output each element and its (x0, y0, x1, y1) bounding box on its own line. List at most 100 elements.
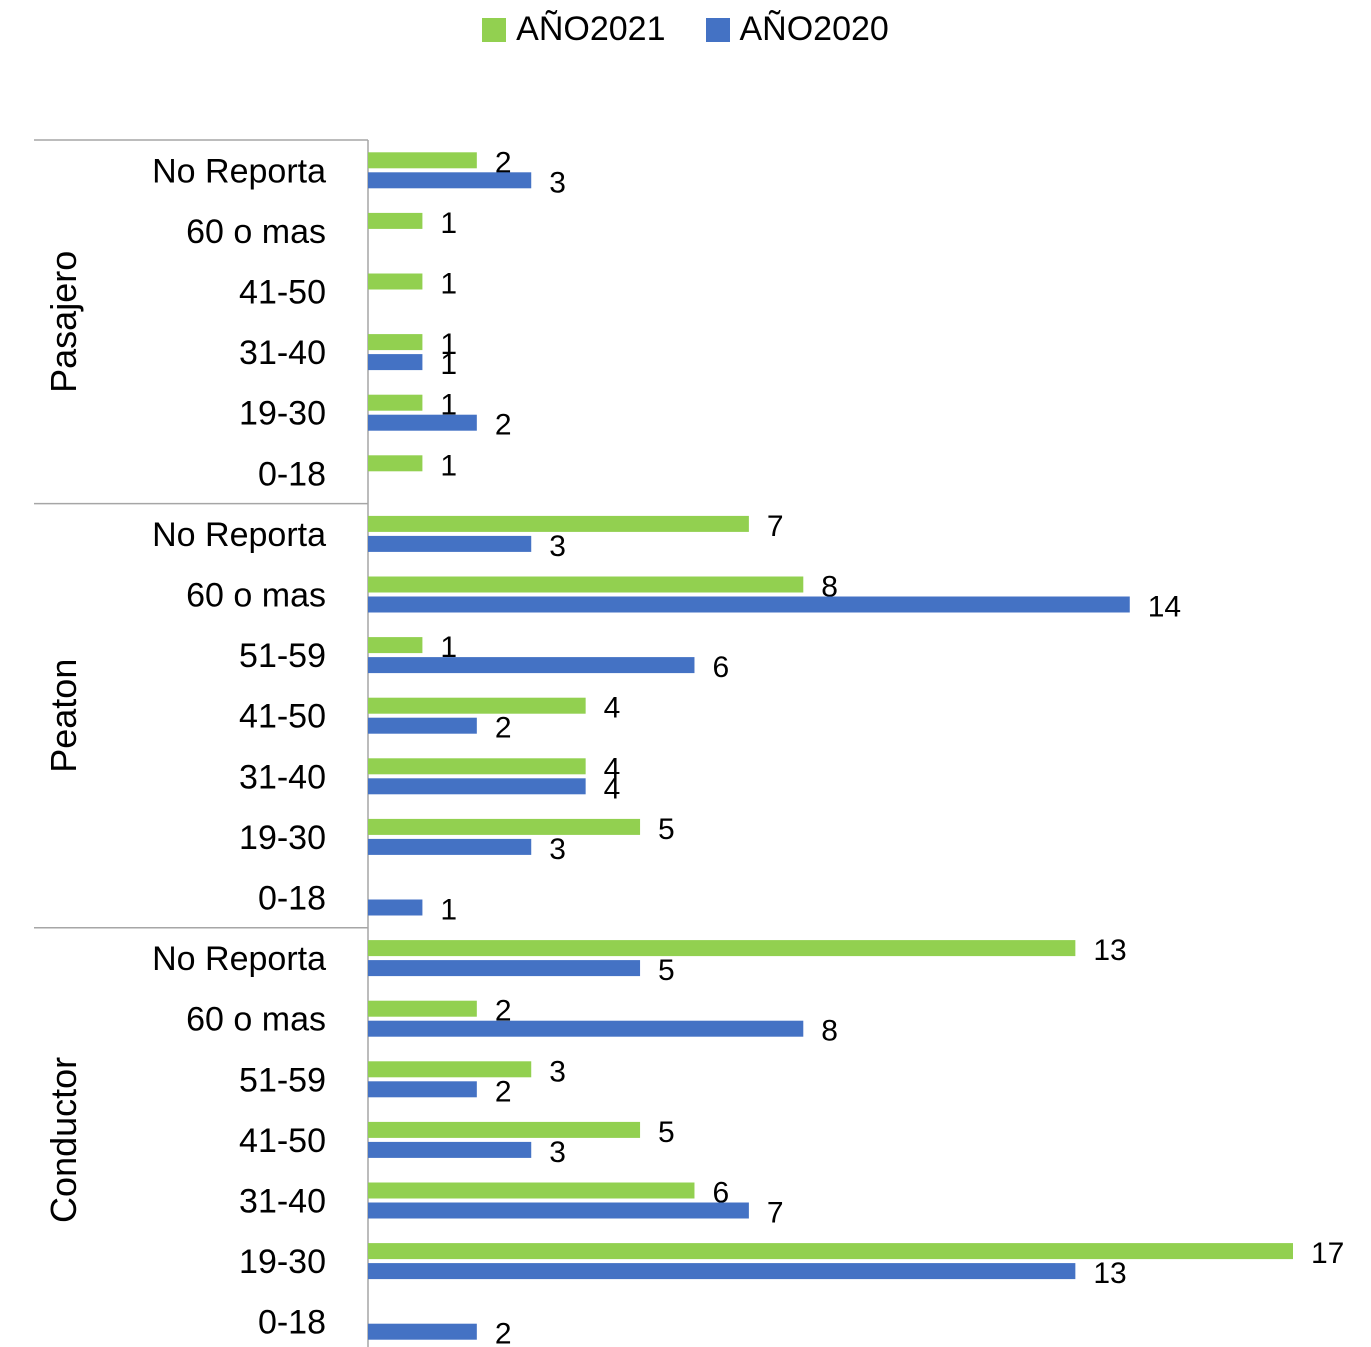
data-label-2020: 3 (549, 166, 566, 199)
category-label: 60 o mas (186, 1001, 326, 1039)
bar-2021 (368, 940, 1076, 957)
data-label-2021: 7 (767, 510, 784, 543)
data-label-2020: 14 (1148, 591, 1181, 624)
category-label: 31-40 (239, 334, 326, 372)
data-label-2021: 1 (440, 268, 457, 301)
data-label-2020: 2 (495, 409, 512, 442)
data-label-2021: 1 (440, 389, 457, 422)
bar-2020 (368, 717, 477, 734)
category-label: 41-50 (239, 274, 326, 312)
data-label-2020: 1 (440, 894, 457, 927)
bar-2020 (368, 1202, 749, 1219)
data-label-2021: 2 (495, 995, 512, 1028)
bar-2020 (368, 899, 423, 916)
data-label-2021: 4 (604, 752, 621, 785)
bar-2021 (368, 455, 423, 472)
category-label: 60 o mas (186, 577, 326, 615)
bar-2021 (368, 758, 586, 775)
group-label: Peaton (43, 659, 84, 773)
data-label-2021: 8 (821, 571, 838, 604)
bar-2021 (368, 1182, 695, 1199)
group-label: Pasajero (43, 251, 84, 393)
bar-2021 (368, 576, 804, 593)
legend-swatch-2020 (705, 17, 730, 42)
bar-2021 (368, 1121, 641, 1138)
data-label-2021: 5 (658, 813, 675, 846)
bar-2020 (368, 596, 1130, 613)
legend: AÑO2021 AÑO2020 (0, 10, 1371, 49)
bar-2021 (368, 394, 423, 411)
data-label-2020: 7 (767, 1197, 784, 1230)
bar-2021 (368, 334, 423, 351)
bar-2020 (368, 535, 532, 552)
bar-2020 (368, 1081, 477, 1098)
data-label-2021: 1 (440, 328, 457, 361)
bar-2020 (368, 1020, 804, 1037)
data-label-2021: 6 (712, 1177, 729, 1210)
data-label-2020: 4 (604, 772, 621, 805)
data-label-2021: 5 (658, 1116, 675, 1149)
category-label: 60 o mas (186, 213, 326, 251)
bar-2020 (368, 838, 532, 855)
bar-2021 (368, 152, 477, 169)
bar-2020 (368, 1141, 532, 1158)
bar-2021 (368, 1243, 1293, 1260)
bar-2020 (368, 960, 641, 977)
bar-2021 (368, 212, 423, 229)
legend-label-2020: AÑO2020 (739, 10, 889, 48)
category-label: 51-59 (239, 1061, 326, 1099)
bar-2020 (368, 1323, 477, 1340)
category-label: 19-30 (239, 395, 326, 433)
data-label-2020: 2 (495, 1318, 512, 1347)
category-label: 19-30 (239, 1243, 326, 1281)
data-label-2020: 3 (549, 1136, 566, 1169)
bar-2021 (368, 273, 423, 290)
bar-2021 (368, 1061, 532, 1078)
data-label-2020: 5 (658, 954, 675, 987)
data-label-2021: 1 (440, 631, 457, 664)
bar-2020 (368, 657, 695, 674)
bar-2020 (368, 172, 532, 189)
legend-item-2020: AÑO2020 (705, 10, 889, 49)
data-label-2020: 13 (1093, 1257, 1126, 1290)
data-label-2021: 13 (1093, 934, 1126, 967)
category-label: No Reporta (152, 940, 326, 978)
category-label: 0-18 (258, 1304, 326, 1342)
data-label-2020: 8 (821, 1015, 838, 1048)
category-label: 31-40 (239, 758, 326, 796)
category-label: 0-18 (258, 455, 326, 493)
bar-2021 (368, 1000, 477, 1017)
data-label-2020: 1 (440, 348, 457, 381)
category-label: 41-50 (239, 1122, 326, 1160)
category-label: 41-50 (239, 698, 326, 736)
category-label: 19-30 (239, 819, 326, 857)
bar-2021 (368, 637, 423, 654)
category-label: 31-40 (239, 1183, 326, 1221)
data-label-2021: 3 (549, 1055, 566, 1088)
group-label: Conductor (43, 1057, 84, 1223)
data-label-2021: 1 (440, 207, 457, 240)
category-label: 51-59 (239, 637, 326, 675)
bar-2020 (368, 354, 423, 371)
data-label-2021: 17 (1311, 1237, 1344, 1270)
bar-2021 (368, 818, 641, 835)
bar-2020 (368, 1263, 1076, 1280)
data-label-2020: 2 (495, 1075, 512, 1108)
bar-2020 (368, 414, 477, 431)
data-label-2020: 2 (495, 712, 512, 745)
legend-swatch-2021 (482, 17, 507, 42)
data-label-2020: 3 (549, 530, 566, 563)
bar-2021 (368, 515, 749, 532)
data-label-2021: 4 (604, 692, 621, 725)
legend-label-2021: AÑO2021 (516, 10, 666, 48)
bar-2021 (368, 697, 586, 714)
category-label: No Reporta (152, 152, 326, 190)
data-label-2020: 3 (549, 833, 566, 866)
category-label: 0-18 (258, 880, 326, 918)
data-label-2021: 2 (495, 146, 512, 179)
data-label-2020: 6 (712, 651, 729, 684)
bar-2020 (368, 778, 586, 795)
data-label-2021: 1 (440, 449, 457, 482)
legend-item-2021: AÑO2021 (482, 10, 666, 49)
